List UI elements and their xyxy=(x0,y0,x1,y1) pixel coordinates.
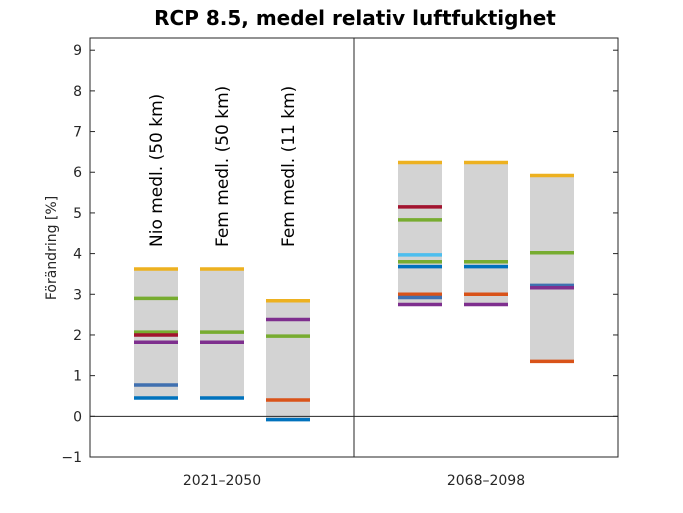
range-bar xyxy=(464,162,508,305)
y-axis: −1 0 1 2 3 4 5 6 7 8 9 xyxy=(61,43,618,466)
y-tick-label: 3 xyxy=(73,287,82,303)
y-axis-title: Förändring [%] xyxy=(44,196,60,300)
period-label: 2021–2050 xyxy=(183,473,261,489)
y-tick-label: 2 xyxy=(73,328,82,344)
axes-frame xyxy=(89,37,619,458)
y-tick-label: 7 xyxy=(73,125,82,141)
ensemble-label: Nio medl. (50 km) xyxy=(147,94,167,247)
y-tick-label: 0 xyxy=(73,409,82,425)
y-tick-label: 5 xyxy=(73,206,82,222)
y-tick-label: 4 xyxy=(73,247,82,263)
range-bar xyxy=(398,162,442,305)
y-tick-label: 6 xyxy=(73,165,82,181)
period-label: 2068–2098 xyxy=(447,473,525,489)
range-bar xyxy=(530,175,574,362)
ensemble-label: Fem medl. (11 km) xyxy=(279,86,299,247)
y-tick-label: 8 xyxy=(73,84,82,100)
y-tick-label: −1 xyxy=(61,450,82,466)
y-tick-label: 1 xyxy=(73,369,82,385)
chart-title: RCP 8.5, medel relativ luftfuktighet xyxy=(154,6,556,30)
ensemble-labels: Nio medl. (50 km) Fem medl. (50 km) Fem me… xyxy=(147,86,299,247)
ensemble-label: Fem medl. (50 km) xyxy=(213,86,233,247)
y-tick-label: 9 xyxy=(73,43,82,59)
range-bars xyxy=(134,160,574,422)
period-labels: 2021–2050 2068–2098 xyxy=(183,473,525,489)
